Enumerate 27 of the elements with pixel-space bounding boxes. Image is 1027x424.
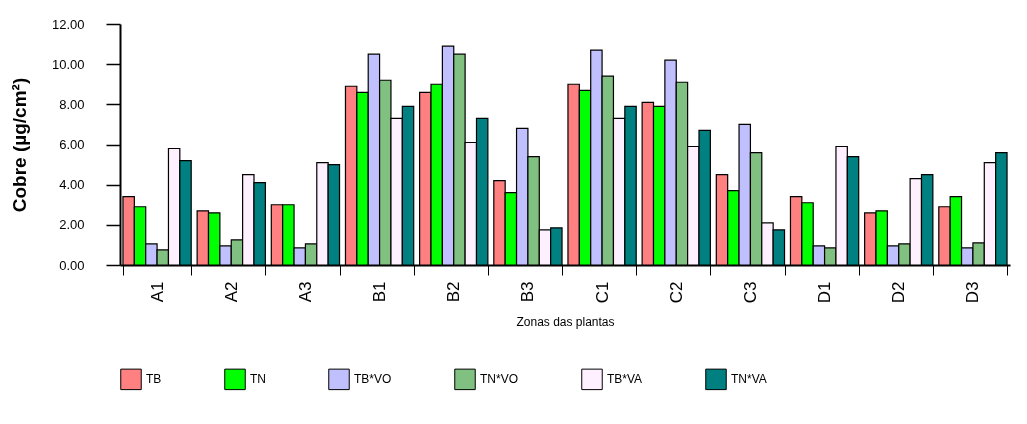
legend-label: TB [146,372,162,387]
x-tick-label: D3 [963,281,983,304]
legend-label: TN*VO [480,372,519,387]
x-tick-label: C1 [592,281,612,304]
x-tick-label: A1 [147,281,167,303]
y-tick-label: 12.00 [51,16,85,32]
y-axis-title: Cobre (µg/cm²) [8,77,30,213]
x-tick-label: B3 [518,281,538,303]
y-tick-label: 0.00 [59,257,85,273]
y-tick-label: 4.00 [59,177,85,193]
x-tick-label: D1 [815,281,835,304]
legend-label: TN [250,372,266,387]
y-tick-label: 8.00 [59,96,85,112]
x-tick-label: B2 [444,281,464,303]
x-tick-label: C2 [666,281,686,304]
x-tick-label: C3 [740,281,760,304]
x-tick-label: A3 [295,281,315,303]
legend-label: TN*VA [731,372,767,387]
x-axis-title: Zonas das plantas [516,315,615,330]
x-tick-label: D2 [889,281,909,304]
x-tick-label: B1 [370,281,390,303]
y-tick-label: 2.00 [59,217,85,233]
y-tick-label: 6.00 [59,137,85,152]
y-tick-label: 10.00 [51,56,85,72]
legend-label: TB*VA [607,372,643,387]
legend-label: TB*VO [354,372,392,387]
x-tick-label: A2 [221,281,241,303]
